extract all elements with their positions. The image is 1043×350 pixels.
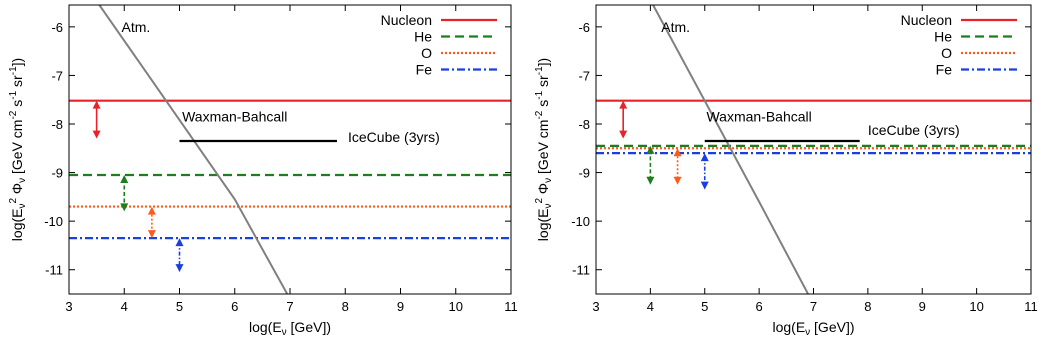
x-tick-label: 10 [969,299,983,314]
range-arrow-nucleon [619,100,628,139]
x-tick-label: 4 [121,299,128,314]
range-arrow-fe [700,153,709,190]
y-tick-label: -10 [571,214,590,229]
icecube-label: IceCube (3yrs) [348,129,440,145]
chart-panel-left: 3 4 5 6 7 8 9 10 11 -6 -7 -8 -9 -10 -11 IceCube (3yrs) A… [8,4,518,338]
x-tick-label: 11 [1024,299,1038,314]
legend-label-nucleon: Nucleon [901,12,952,28]
x-tick-label: 10 [449,299,463,314]
arrow-head-up [700,153,709,162]
x-tick-label: 6 [756,299,763,314]
range-arrow-o [147,206,156,239]
x-tick-label: 5 [701,299,708,314]
y-tick-label: -7 [51,68,63,83]
y-tick-label: -10 [44,214,63,229]
atm-curve [98,5,289,294]
legend-label-fe: Fe [416,62,433,78]
x-tick-label: 5 [176,299,183,314]
y-tick-label: -9 [51,166,63,181]
atm-label: Atm. [661,19,690,35]
legend-label-o: O [421,45,432,61]
atm-label: Atm. [121,19,150,35]
x-tick-label: 7 [810,299,817,314]
y-tick-label: -8 [578,117,590,132]
arrow-head-down [147,230,156,239]
y-tick-label: -9 [578,166,590,181]
x-tick-label: 9 [397,299,404,314]
arrow-head-down [92,130,101,139]
y-tick-label: -7 [578,68,590,83]
y-axis-label: log(Eν2 Φν [GeV cm-2 s-1 sr-1]) [8,58,28,241]
x-tick-label: 7 [286,299,293,314]
plot-area [596,5,1031,294]
x-axis-label: log(Eν [GeV]) [772,319,854,338]
arrow-head-down [175,264,184,273]
plot-area [69,5,511,294]
y-axis-label: log(Eν2 Φν [GeV cm-2 s-1 sr-1]) [534,58,554,241]
y-tick-label: -6 [51,20,63,35]
legend-label-he: He [414,29,432,45]
x-tick-label: 8 [864,299,871,314]
waxman-bahcall-label: Waxman-Bahcall [182,109,287,125]
arrow-head-down [646,176,655,185]
arrow-head-up [175,238,184,247]
y-tick-label: -11 [572,263,590,278]
y-tick-label: -6 [578,20,590,35]
arrow-head-up [646,145,655,154]
legend-label-nucleon: Nucleon [381,12,432,28]
x-tick-label: 8 [342,299,349,314]
arrow-head-up [92,100,101,109]
arrow-head-up [120,175,129,183]
plot-frame [595,4,1032,295]
range-arrow-fe [175,238,184,273]
legend-label-he: He [934,29,952,45]
x-axis-label: log(Eν [GeV]) [249,319,331,338]
icecube-label: IceCube (3yrs) [868,122,960,138]
legend-label-fe: Fe [936,62,953,78]
range-arrow-he [120,175,129,212]
legend-label-o: O [941,45,952,61]
arrow-head-down [673,176,682,185]
waxman-bahcall-label: Waxman-Bahcall [706,109,811,125]
y-tick-label: -8 [51,117,63,132]
plot-frame [68,4,512,295]
x-tick-label: 11 [504,299,518,314]
x-tick-label: 3 [65,299,72,314]
x-tick-label: 3 [592,299,599,314]
atm-curve [652,5,809,294]
range-arrow-nucleon [92,100,101,139]
arrow-head-up [147,206,156,215]
x-tick-label: 6 [231,299,238,314]
arrow-head-down [120,203,129,212]
arrow-head-down [700,181,709,190]
x-tick-label: 9 [919,299,926,314]
arrow-head-up [619,100,628,109]
chart-panel-right: 3 4 5 6 7 8 9 10 11 -6 -7 -8 -9 -10 -11 IceCube (3yrs) A… [534,4,1038,338]
range-arrow-he [646,145,655,185]
arrow-head-down [619,130,628,139]
x-tick-label: 4 [647,299,654,314]
arrow-head-up [673,148,682,157]
y-tick-label: -11 [45,263,63,278]
range-arrow-o [673,148,682,185]
